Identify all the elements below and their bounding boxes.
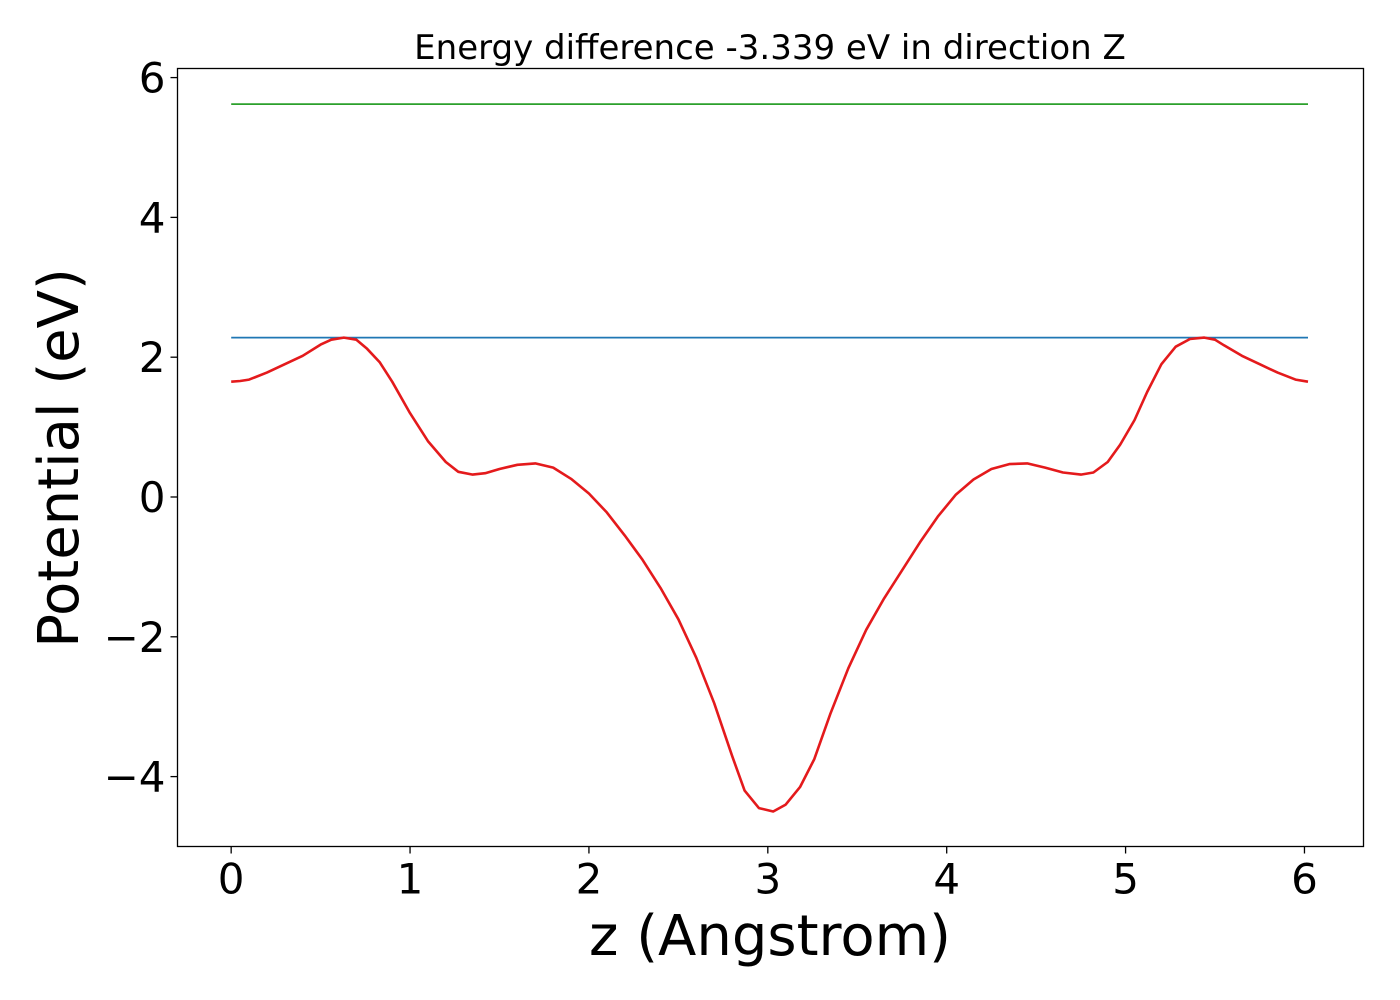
x-tick-label: 3 [754,855,781,904]
x-tick-label: 2 [576,855,603,904]
y-tick-label: −4 [104,753,166,802]
y-axis-label: Potential (eV) [27,268,92,648]
plot-lines [231,103,1309,813]
y-tick-label: 0 [139,473,166,522]
x-tick-label: 6 [1291,855,1318,904]
x-tick-label: 4 [933,855,960,904]
x-axis: 0 1 2 3 4 5 6 [218,846,1318,904]
plot-frame [176,67,1365,848]
x-axis-label: z (Angstrom) [589,904,951,969]
x-tick-label: 1 [397,855,424,904]
chart-title: Energy difference -3.339 eV in direction… [414,28,1126,68]
y-tick-label: 4 [139,193,166,242]
x-tick-label: 0 [218,855,245,904]
y-tick-label: 2 [139,333,166,382]
series-line-3 [231,336,1309,813]
x-tick-label: 5 [1112,855,1139,904]
y-axis: −4 −2 0 2 4 6 [104,54,178,802]
y-tick-label: 6 [139,54,166,103]
y-tick-label: −2 [104,613,166,662]
